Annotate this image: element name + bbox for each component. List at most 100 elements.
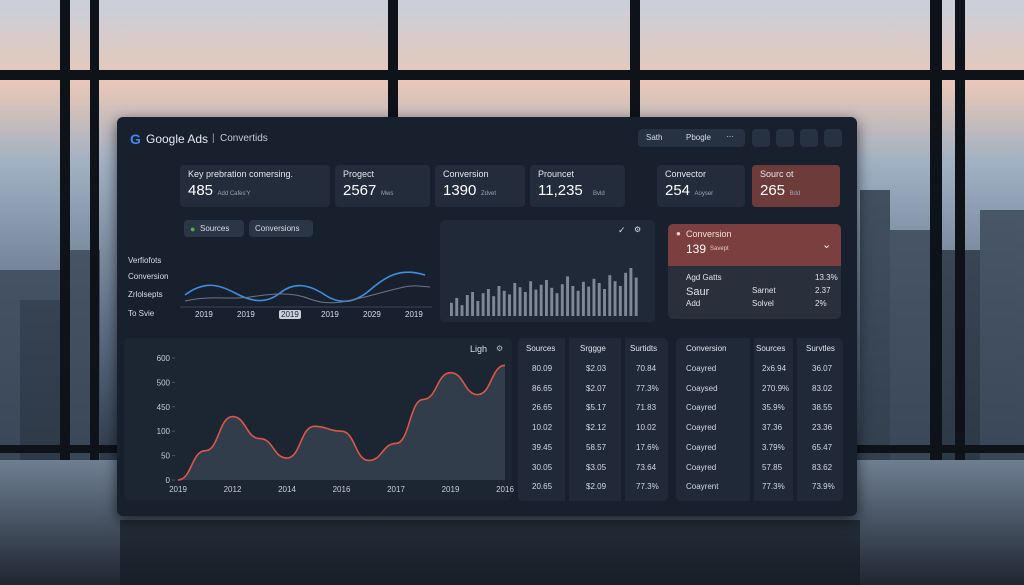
- table-cell: 37.36: [762, 423, 783, 433]
- x-tick-label: 2014: [278, 485, 296, 494]
- y-tick-label: 0: [166, 476, 171, 485]
- alert-value: 139: [686, 242, 707, 256]
- bar: [629, 268, 633, 316]
- bar: [613, 281, 617, 316]
- check-icon[interactable]: ✓: [618, 225, 626, 235]
- table-cell: 73.9%: [812, 482, 835, 492]
- y-tick-label: 500: [157, 378, 171, 387]
- icon-button[interactable]: [800, 129, 818, 147]
- kpi-label: Prouncet: [538, 169, 575, 179]
- x-tick-label: 2012: [224, 485, 242, 494]
- table-cell: Coaysed: [686, 383, 718, 393]
- alert-cell: 13.3%: [815, 273, 838, 282]
- area: [178, 365, 505, 480]
- bar: [460, 305, 464, 316]
- icon-button[interactable]: [752, 129, 770, 147]
- kpi-value: 2567: [343, 182, 377, 199]
- chart-title: Ligh: [470, 344, 488, 354]
- column-divider: [750, 338, 754, 501]
- search-tab[interactable]: Sath: [646, 133, 663, 142]
- table-cell: 77.3%: [762, 482, 785, 492]
- kpi-label: Progect: [343, 169, 375, 179]
- bar: [518, 287, 522, 316]
- chevron[interactable]: ⌄: [822, 239, 832, 251]
- icon-button[interactable]: [824, 129, 842, 147]
- bar: [523, 292, 527, 316]
- y-tick-label: 50: [161, 452, 170, 461]
- bar: [492, 296, 496, 316]
- table-cell: 17.6%: [636, 442, 659, 452]
- kpi-unit: Bdd: [789, 191, 801, 197]
- table-cell: 30.05: [532, 462, 553, 472]
- settings-icon[interactable]: ⚙: [634, 225, 642, 234]
- kpi-card: [180, 165, 330, 207]
- kpi-unit: Zdvet: [481, 191, 497, 197]
- table-cell: $3.05: [586, 462, 607, 472]
- search-tab[interactable]: Pbogle: [686, 133, 711, 142]
- table-cell: 73.64: [636, 462, 657, 472]
- bar: [450, 302, 453, 316]
- alert-cell: 2.37: [815, 286, 831, 295]
- kpi-label: Sourc ot: [760, 169, 794, 179]
- brand: Google Ads: [146, 132, 209, 146]
- table-cell: 10.02: [636, 423, 657, 433]
- x-tick-label: 2016: [333, 485, 351, 494]
- kpi-value: 254: [665, 182, 691, 199]
- table-cell: 83.62: [812, 462, 833, 472]
- table-cell: 35.9%: [762, 403, 785, 413]
- row-label: Conversion: [128, 272, 169, 281]
- alert-icon: ●: [676, 229, 681, 238]
- bar: [592, 278, 596, 316]
- search-bar[interactable]: [638, 129, 745, 147]
- x-tick-label: 2019: [405, 310, 423, 319]
- filter-pill[interactable]: [184, 220, 244, 237]
- table-cell: 3.79%: [762, 442, 785, 452]
- icon-button[interactable]: [776, 129, 794, 147]
- filter-pill[interactable]: [249, 220, 313, 237]
- filter-label[interactable]: Conversions: [255, 224, 300, 233]
- bar: [608, 275, 612, 316]
- kpi-label: Conversion: [443, 169, 489, 179]
- table-cell: $2.09: [586, 482, 607, 492]
- table-cell: 77.3%: [636, 482, 659, 492]
- x-tick-label: 2019: [169, 485, 187, 494]
- kpi-label: Convector: [665, 169, 707, 179]
- divider: |: [212, 133, 215, 144]
- kpi-card: [335, 165, 430, 207]
- kpi-value: 485: [188, 182, 214, 199]
- filter-label[interactable]: Sources: [200, 224, 230, 233]
- kpi-card: [435, 165, 525, 207]
- table-header: Survtles: [806, 344, 835, 353]
- table-header: Conversion: [686, 344, 727, 353]
- bar: [465, 295, 469, 316]
- section-title: Convertids: [220, 133, 268, 144]
- bar: [581, 281, 585, 316]
- table-cell: $5.17: [586, 403, 607, 413]
- x-tick-label: 2017: [387, 485, 405, 494]
- y-tick-label: 450: [157, 403, 171, 412]
- table-cell: 39.45: [532, 442, 553, 452]
- x-tick-label: 2019: [442, 485, 460, 494]
- bar-chart: [450, 268, 638, 316]
- x-tick-label: 2016: [496, 485, 514, 494]
- logo-icon: G: [130, 131, 141, 147]
- bar: [603, 289, 606, 316]
- alert-header: [668, 224, 841, 266]
- kpi-value: 265: [760, 182, 786, 199]
- row-label: To Svie: [128, 309, 155, 318]
- table-cell: 70.84: [636, 364, 657, 373]
- bar: [566, 276, 570, 316]
- x-tick-label: 2019: [321, 310, 339, 319]
- kpi-card: [657, 165, 745, 207]
- alert-cell: 2%: [815, 299, 827, 308]
- more-button[interactable]: ···: [726, 132, 734, 141]
- table-cell: 38.55: [812, 403, 833, 413]
- settings-icon[interactable]: ⚙: [496, 344, 504, 353]
- kpi-card: [752, 165, 840, 207]
- kpi-unit: Add Cafes'Y: [217, 191, 251, 197]
- bar: [534, 289, 538, 316]
- table-cell: Coayred: [686, 462, 717, 472]
- x-tick-label: 2019: [279, 310, 301, 319]
